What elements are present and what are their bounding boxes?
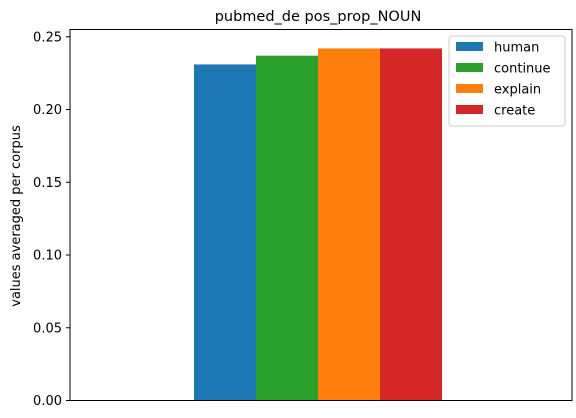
legend-swatch-explain <box>456 84 483 93</box>
y-tick-label: 0.20 <box>33 103 62 118</box>
bar-human <box>194 64 256 401</box>
y-tick-label: 0.00 <box>33 394 62 409</box>
legend-label-explain: explain <box>494 83 541 98</box>
legend-box <box>448 35 566 127</box>
bars-group <box>194 48 442 401</box>
y-axis-label: values averaged per corpus <box>9 125 24 307</box>
legend-swatch-human <box>456 42 483 51</box>
chart-title: pubmed_de pos_prop_NOUN <box>215 9 422 25</box>
y-ticks: 0.00 0.05 0.10 0.15 0.20 0.25 <box>33 30 70 409</box>
legend-label-human: human <box>494 41 539 56</box>
legend-swatch-continue <box>456 63 483 72</box>
legend-swatch-create <box>456 105 483 114</box>
bar-create <box>380 48 442 401</box>
y-tick-label: 0.10 <box>33 249 62 264</box>
bar-explain <box>318 48 380 401</box>
legend-label-continue: continue <box>494 62 551 77</box>
y-tick-label: 0.25 <box>33 30 62 45</box>
bar-continue <box>256 55 318 401</box>
plot-frame <box>69 29 573 401</box>
legend-label-create: create <box>494 104 535 119</box>
y-tick-label: 0.15 <box>33 176 62 191</box>
y-tick-label: 0.05 <box>33 321 62 336</box>
legend: human continue explain create <box>448 35 566 127</box>
